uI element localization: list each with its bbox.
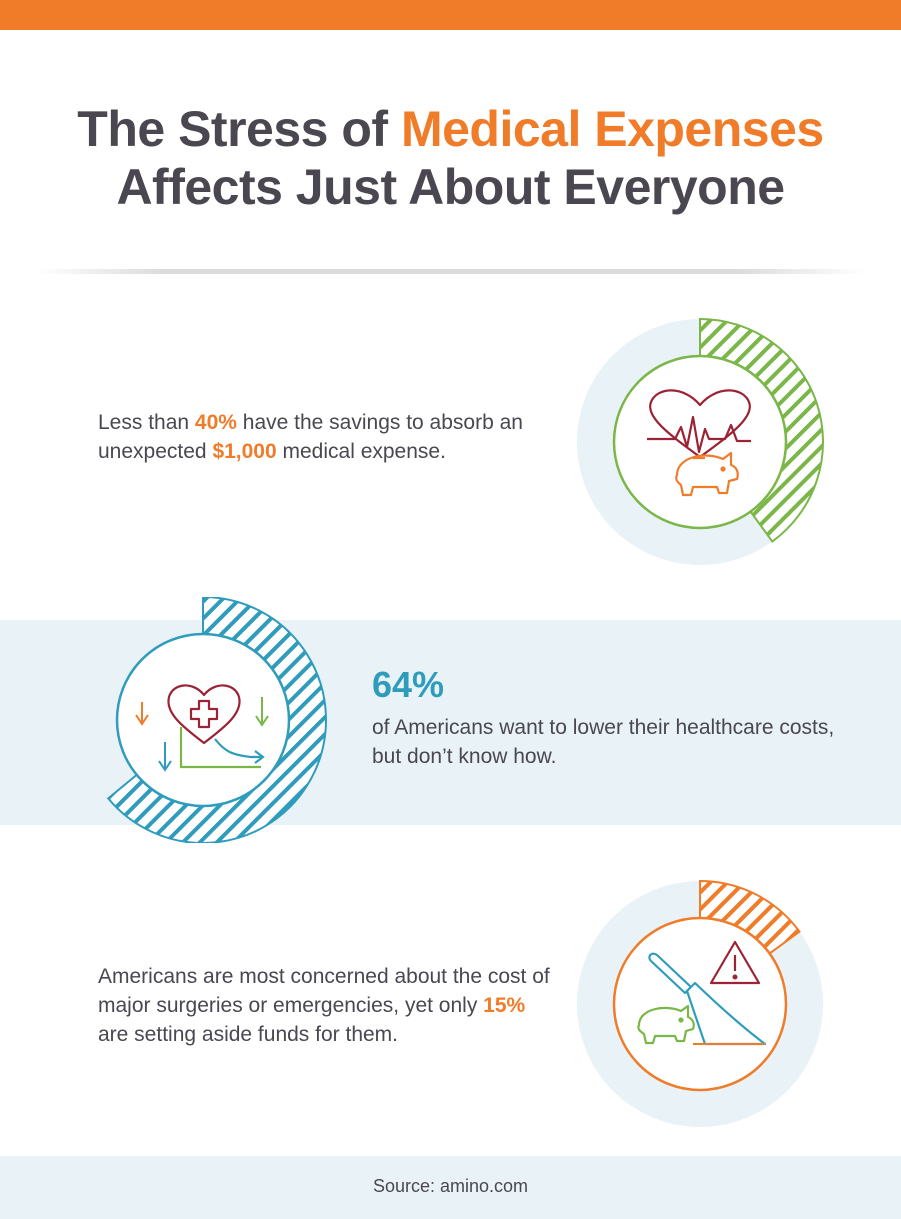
heart-pulse-icon [647,389,751,459]
stat-savings-percent: 40% [194,411,237,434]
stat-healthcare-text: of Americans want to lower their healthc… [372,716,835,768]
savings-ring-graphic [577,317,824,565]
warning-icon [709,940,761,985]
title-accent: Medical Expenses [400,101,824,157]
stat-surgery-percent: 15% [483,994,526,1017]
stat-savings-amount: $1,000 [212,440,277,463]
top-accent-bar [0,0,901,30]
chart-axis-icon [179,727,261,769]
heart-cross-icon [167,684,241,745]
down-arrows-icon [135,697,269,772]
title-part1: The Stress of [77,101,401,157]
footer-band [0,1156,901,1219]
trend-arrow-icon [214,738,265,764]
title-divider [36,269,866,274]
title-line2: Affects Just About Everyone [116,159,785,215]
source-credit: Source: amino.com [372,1176,529,1196]
surgery-ring-graphic [577,879,823,1127]
stat-surgery-text: Americans are most concerned about the c… [98,965,550,1046]
savings-ring-inner [612,354,788,530]
page-title: The Stress of Medical Expenses Affects J… [0,100,901,216]
piggy-bank-icon [675,451,739,497]
stat-healthcare-percent: 64% [372,664,445,705]
stat-savings-text: Less than 40% have the savings to absorb… [98,411,523,463]
piggy-bank-small-icon [637,1004,695,1045]
healthcare-ring-graphic [106,597,327,843]
